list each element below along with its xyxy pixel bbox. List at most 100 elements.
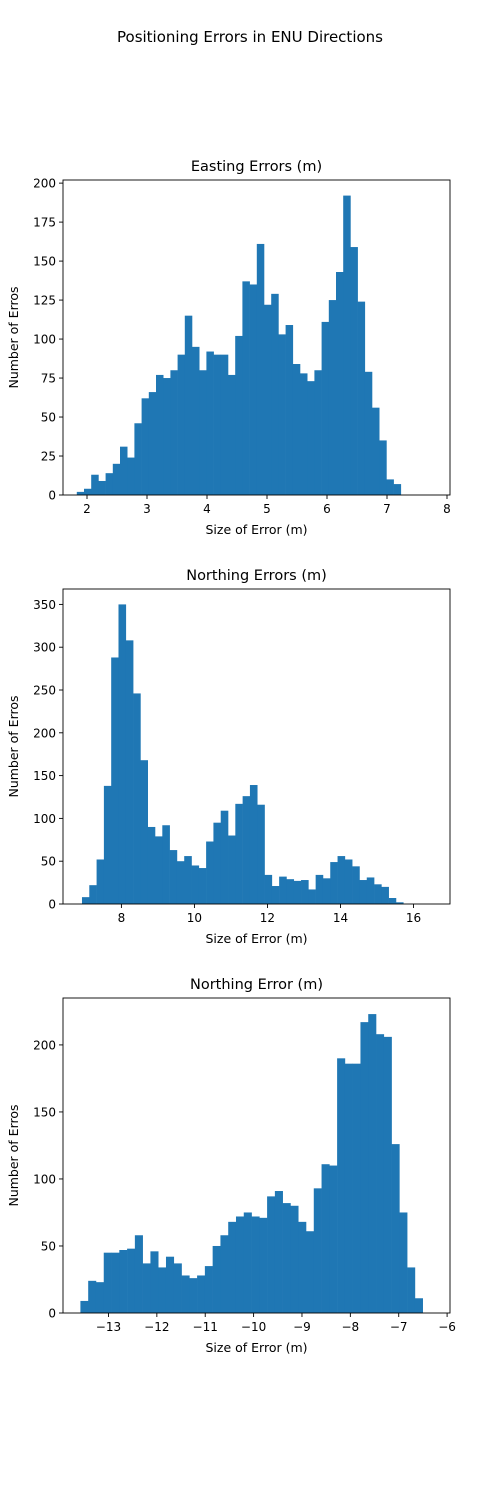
histogram-bar [360,1022,369,1313]
x-axis-label: Size of Error (m) [205,931,307,946]
histogram-bar [170,370,178,495]
histogram-bar [399,1212,408,1313]
histogram-bar [293,880,302,904]
histogram-bar [96,859,105,904]
y-tick-label: 200 [33,177,56,191]
histogram-bar [372,407,380,495]
histogram-bar [383,1036,392,1313]
histogram-bar [105,473,114,495]
histogram-bar [321,1164,330,1313]
y-axis-label: Number of Erros [6,1104,21,1206]
histogram-bar [300,373,308,495]
histogram-bar [381,886,389,904]
x-tick-label: −13 [96,1320,121,1334]
histogram-bar [249,284,258,495]
histogram-bar [393,484,402,495]
histogram-bar [292,364,301,495]
histogram-bar [235,1216,245,1313]
histogram-bar [95,1282,105,1313]
histogram-bar [120,446,128,495]
histogram-bar [336,272,344,495]
histogram-bar [308,889,316,904]
histogram-bar [352,1063,361,1313]
bars [81,604,404,905]
histogram-bar [103,785,112,905]
chart-3: −13 −12 −11 −10 −9 −8 −7 −6 0 50 100 150 200 Northing… [6,977,456,1355]
histogram-bar [204,1266,213,1313]
histogram-bar [184,856,192,904]
x-axis-label: Size of Error (m) [205,1340,307,1355]
histogram-bar [386,479,394,495]
y-tick-label: 75 [41,372,56,386]
y-tick-label: 50 [41,411,56,425]
y-tick-label: 100 [33,1172,56,1186]
histogram-bar [328,300,337,495]
y-tick-label: 25 [41,450,56,464]
histogram-bar [220,810,229,904]
x-tick-label: 14 [333,911,348,925]
bars [76,195,402,495]
x-tick-label: 10 [187,911,202,925]
histogram-bar [220,354,229,495]
histogram-bar [374,884,382,904]
histogram-bar [407,1267,416,1313]
x-tick-label: 7 [383,502,391,516]
histogram-bar [344,859,353,904]
histogram-bar [352,866,360,904]
y-tick-label: 50 [41,1239,56,1253]
histogram-bar [243,1212,252,1313]
histogram-bar [379,440,387,495]
histogram-bar [212,1245,221,1313]
histogram-bar [307,381,315,495]
histogram-bar [337,856,346,904]
histogram-bar [391,1144,400,1313]
histogram-bar [344,1063,353,1313]
histogram-bar [282,1203,291,1313]
histogram-bar [220,1235,229,1313]
histogram-bar [134,423,142,495]
histogram-bar [169,850,178,904]
histogram-bar [315,874,324,904]
histogram-bar [173,1263,182,1313]
histogram-bar [330,862,338,904]
histogram-bar [290,1205,299,1313]
histogram-bar [267,1196,276,1313]
y-tick-label: 150 [33,255,56,269]
y-axis-label: Number of Erros [6,286,21,388]
histogram-bar [155,836,163,904]
histogram-bar [301,880,309,904]
histogram-bar [251,1216,260,1313]
y-tick-label: 0 [48,898,56,912]
histogram-bar [313,1188,322,1313]
histogram-bar [279,876,287,904]
histogram-bar [388,898,397,904]
histogram-bar [366,877,375,904]
y-tick-label: 200 [33,726,56,740]
x-tick-label: −11 [193,1320,218,1334]
y-tick-label: 100 [33,812,56,826]
histogram-bar [197,1275,206,1313]
histogram-bar [134,1235,143,1313]
x-tick-label: 6 [323,502,331,516]
histogram-bar [357,301,366,495]
histogram-bar [119,1250,128,1313]
histogram-bar [125,640,134,904]
y-tick-label: 250 [33,684,56,698]
histogram-bar [350,247,358,495]
histogram-bar [242,281,250,495]
histogram-bar [103,1252,112,1313]
x-tick-label: 12 [260,911,275,925]
histogram-bar [127,457,135,495]
histogram-bar [206,351,214,495]
histogram-bar [89,885,97,904]
histogram-bar [259,1217,268,1313]
histogram-bar [228,374,236,495]
histogram-bar [148,392,157,495]
y-tick-label: 125 [33,294,56,308]
histogram-bar [322,878,331,904]
histogram-bar [235,803,243,904]
x-tick-label: 5 [263,502,271,516]
histogram-bar [271,886,280,904]
